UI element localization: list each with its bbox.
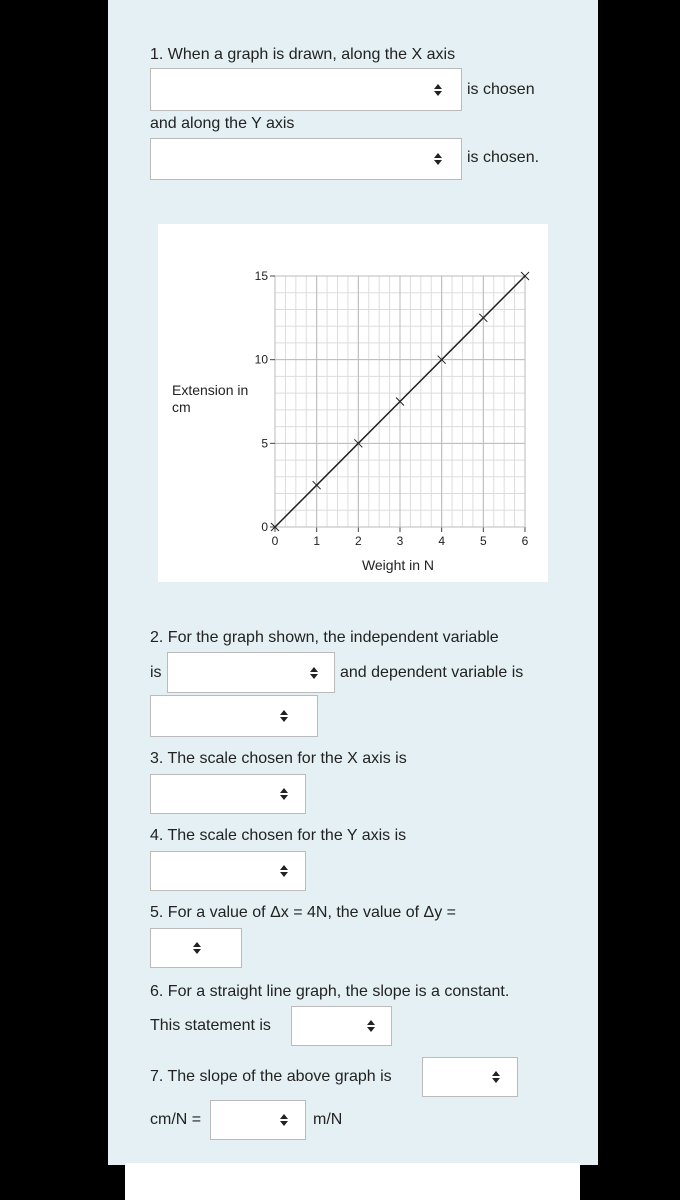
dropdown[interactable] [291,1006,392,1046]
dropdown-arrow [280,710,288,722]
dropdown[interactable] [422,1057,518,1097]
y-tick-label: 10 [255,353,269,367]
dropdown-arrow [434,153,442,165]
dropdown-arrow [280,788,288,800]
question-text: 6. For a straight line graph, the slope … [150,983,510,1000]
dropdown-arrow [280,865,288,877]
data-marker [520,271,530,281]
chart: Weight in N 0 1 2 3 4 5 6 0 5 10 15 [255,269,530,573]
dropdown[interactable] [150,774,306,814]
x-tick-label: 6 [522,534,529,548]
y-tick-label: 0 [261,520,268,534]
chart-box: Weight in N 0 1 2 3 4 5 6 0 5 10 15 Extension in c… [158,224,548,582]
dropdown-arrow [280,1114,288,1126]
data-marker [353,438,363,448]
dropdown[interactable] [150,928,242,968]
x-tick-label: 5 [480,534,487,548]
dropdown[interactable] [150,138,462,180]
y-axis-label: Extension in cm [172,382,249,415]
data-marker [395,397,405,406]
label: and dependent variable is [340,664,524,681]
dropdown-arrow [310,666,318,679]
question-text: 4. The scale chosen for the Y axis is [150,827,407,844]
dropdown-arrow [434,83,442,96]
data-marker [270,522,280,532]
data-marker [437,355,447,365]
question-text: 3. The scale chosen for the X axis is [150,750,407,767]
dropdown[interactable] [150,68,462,111]
dropdown-arrow [193,942,201,954]
question-text: 2. For the graph shown, the independent … [150,629,499,646]
label: This statement is [150,1017,271,1034]
dropdown[interactable] [150,695,318,737]
label: is chosen. [467,149,540,166]
label: is [150,664,162,681]
x-tick-label: 3 [397,534,404,548]
dropdown-arrow [492,1071,500,1083]
x-tick-label: 1 [313,534,320,548]
label: cm/N = [150,1111,202,1128]
footer [125,1163,580,1200]
x-tick-label: 0 [272,534,279,548]
question-text: 5. For a value of Δx = 4N, the value of … [150,904,456,921]
x-tick-label: 2 [355,534,362,548]
label: m/N [313,1111,343,1128]
x-axis-label: Weight in N [362,557,434,573]
dropdown[interactable] [167,652,335,693]
label: is chosen [467,81,535,98]
y-tick-label: 15 [255,269,269,283]
x-tick-label: 4 [438,534,445,548]
data-marker [478,313,488,323]
dropdown-arrow [367,1020,375,1032]
label: and along the Y axis [150,115,295,132]
dropdown[interactable] [210,1100,306,1140]
question-text: 7. The slope of the above graph is [150,1068,392,1085]
question-text: 1. When a graph is drawn, along the X ax… [150,46,456,63]
y-tick-label: 5 [261,436,268,450]
data-marker [312,480,322,490]
panel [108,0,598,1165]
dropdown[interactable] [150,851,306,891]
